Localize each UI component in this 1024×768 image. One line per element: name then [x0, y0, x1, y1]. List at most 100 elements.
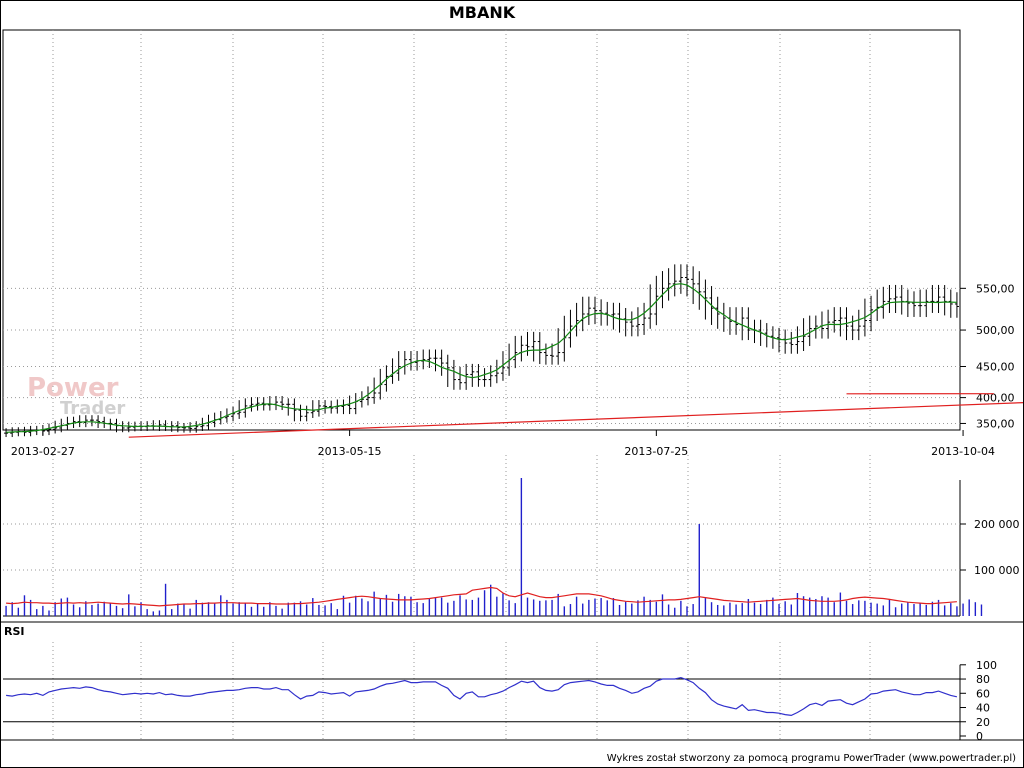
ohlc-bar — [721, 302, 726, 332]
ohlc-bar — [280, 396, 285, 411]
ohlc-bar — [832, 307, 837, 333]
ohlc-bar — [617, 302, 622, 333]
ohlc-bar — [323, 400, 328, 414]
ohlc-bar — [488, 365, 493, 387]
price-x-tick-label: 2013-07-25 — [624, 445, 688, 458]
ohlc-bar — [924, 289, 929, 318]
ohlc-bar — [267, 396, 272, 411]
rsi-y-tick-label: 100 — [976, 659, 997, 672]
ohlc-bar — [421, 349, 426, 370]
ohlc-bar — [685, 264, 690, 297]
ohlc-bar — [543, 343, 548, 365]
ohlc-bar — [642, 302, 647, 335]
watermark-trader: Trader — [60, 398, 125, 419]
ohlc-bar — [310, 400, 315, 418]
trendline — [128, 401, 1024, 438]
price-y-tick-label: 400,00 — [976, 392, 1015, 405]
volume-y-tick-label: 200 000 — [974, 518, 1020, 531]
ohlc-bar — [494, 359, 499, 384]
ohlc-bar — [372, 377, 377, 404]
ohlc-bar — [347, 395, 352, 415]
ohlc-bar — [316, 400, 321, 417]
ohlc-bar — [445, 354, 450, 387]
ohlc-bar — [298, 404, 303, 422]
ohlc-bar — [568, 309, 573, 348]
price-panel: 350,00 400,00 450,00 500,00 550,00 2013-02-27… — [2, 29, 1024, 458]
ohlc-bar — [930, 285, 935, 313]
ohlc-bar — [660, 271, 665, 309]
ohlc-bar — [476, 364, 481, 387]
ohlc-bar — [433, 349, 438, 372]
ohlc-bar — [525, 331, 530, 356]
ohlc-bar — [691, 266, 696, 305]
ohlc-bar — [427, 349, 432, 368]
ohlc-bar — [181, 423, 186, 433]
ohlc-bar — [777, 327, 782, 353]
ohlc-bar — [249, 397, 254, 412]
ohlc-bar — [899, 285, 904, 315]
price-y-tick-label: 500,00 — [976, 324, 1015, 337]
ohlc-bar — [292, 398, 297, 422]
ohlc-bar — [727, 307, 732, 335]
ohlc-bar — [715, 296, 720, 329]
ohlc-bar — [231, 406, 236, 422]
ohlc-bar — [954, 292, 959, 318]
ohlc-bar — [635, 307, 640, 337]
ohlc-bar — [948, 289, 953, 318]
rsi-line — [6, 676, 958, 717]
ohlc-bar — [83, 415, 88, 428]
ohlc-bar — [500, 351, 505, 381]
ohlc-bar — [4, 428, 9, 438]
ohlc-bar — [746, 307, 751, 341]
ohlc-bar — [801, 318, 806, 351]
ohlc-bar — [629, 311, 634, 337]
ohlc-bar — [255, 397, 260, 411]
ohlc-bar — [942, 285, 947, 316]
ohlc-bar — [918, 289, 923, 317]
ohlc-bar — [439, 349, 444, 376]
ohlc-bar — [353, 393, 358, 415]
ohlc-bar — [151, 420, 156, 431]
ohlc-bar — [126, 421, 131, 433]
ohlc-bar — [531, 331, 536, 362]
ohlc-bar — [163, 420, 168, 431]
rsi-y-tick-label: 40 — [976, 702, 990, 715]
watermark-power: Power — [27, 373, 119, 403]
ohlc-bar — [451, 359, 456, 390]
ohlc-bar — [550, 343, 555, 365]
ohlc-bar — [881, 286, 886, 319]
ohlc-bar — [470, 363, 475, 387]
ohlc-bar — [623, 308, 628, 337]
ohlc-bar — [96, 415, 101, 429]
ohlc-bar — [402, 350, 407, 375]
ohlc-bar — [911, 291, 916, 317]
ohlc-bar — [850, 315, 855, 341]
ohlc-bar — [893, 284, 898, 314]
ohlc-bar — [666, 268, 671, 301]
ohlc-bar — [856, 309, 861, 341]
price-plot-frame — [2, 29, 961, 431]
rsi-y-tick-label: 20 — [976, 716, 990, 729]
ohlc-bar — [807, 315, 812, 347]
ohlc-bar — [408, 351, 413, 371]
ohlc-bar — [243, 398, 248, 418]
ohlc-bar — [273, 395, 278, 411]
ohlc-bar — [286, 398, 291, 416]
ohlc-bar — [783, 329, 788, 354]
price-x-tick-label: 2013-02-27 — [11, 445, 75, 458]
ohlc-bar — [672, 264, 677, 297]
ohlc-bar — [678, 264, 683, 294]
ohlc-bar — [458, 366, 463, 390]
ohlc-bar — [482, 368, 487, 387]
ohlc-bar — [89, 415, 94, 427]
ohlc-bar — [519, 335, 524, 362]
ohlc-bar — [366, 386, 371, 406]
ohlc-bar — [697, 271, 702, 310]
volume-y-tick-label: 100 000 — [974, 564, 1020, 577]
price-y-tick-label: 450,00 — [976, 360, 1015, 373]
ohlc-bar — [556, 328, 561, 365]
price-x-tick-label: 2013-05-15 — [318, 445, 382, 458]
footer-credit: Wykres został stworzony za pomocą progra… — [607, 753, 1016, 764]
